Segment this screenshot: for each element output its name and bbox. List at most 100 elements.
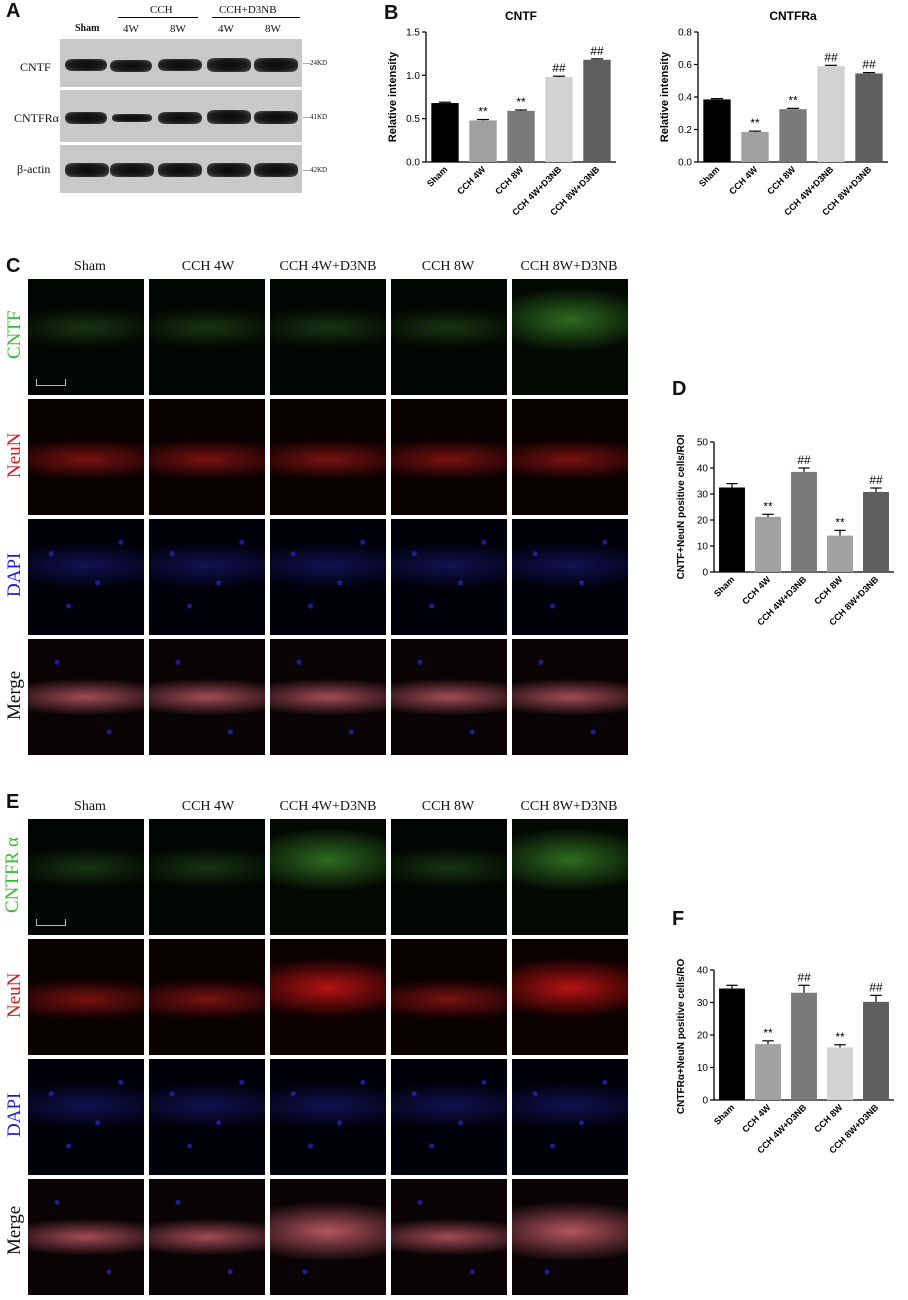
x-category-label: CCH 8W (493, 164, 526, 197)
chart-title: CNTFRa (769, 9, 817, 23)
chart-title: CNTF (505, 9, 537, 23)
micrograph-neun (149, 399, 265, 515)
y-axis-label: Relative intensity (659, 51, 671, 142)
micrograph-neun (512, 399, 628, 515)
micrograph-merge (391, 1179, 507, 1295)
panel-label-c: C (6, 255, 21, 277)
row-label-neun: NeuN (4, 972, 25, 1018)
y-tick-label: 0.8 (678, 28, 692, 39)
row-label-cntf: CNTF (4, 310, 25, 360)
micrograph-merge (149, 1179, 265, 1295)
bar (827, 535, 853, 572)
x-category-label: Sham (712, 574, 736, 598)
column-label: CCH 8W+D3NB (520, 259, 618, 274)
scale-bar (36, 919, 66, 926)
bar (703, 99, 731, 162)
bar (545, 77, 573, 162)
micrograph-cntfra (149, 819, 265, 935)
x-category-label: CCH 4W (455, 164, 488, 197)
x-category-label: Sham (697, 164, 721, 188)
significance-mark: ## (869, 473, 883, 487)
blot-group-sham: Sham (75, 23, 100, 34)
panel-label-d: D (672, 378, 687, 400)
significance-mark: ## (797, 970, 811, 984)
panel-label-a: A (6, 0, 21, 22)
kd-marker: —42KD (303, 166, 328, 174)
row-label-dapi: DAPI (4, 552, 25, 598)
x-category-label: CCH 4W (740, 1102, 773, 1135)
significance-mark: ** (835, 1030, 845, 1044)
micrograph-merge (512, 639, 628, 755)
row-label-cntfra: CNTFR α (2, 837, 23, 913)
blot-strip-actin (60, 145, 302, 193)
significance-mark: ** (478, 105, 488, 119)
panel-label-e: E (6, 791, 20, 813)
y-tick-label: 0.4 (678, 93, 692, 104)
significance-mark: ** (763, 499, 773, 513)
column-label: Sham (74, 799, 106, 814)
y-tick-label: 0 (702, 1096, 708, 1107)
micrograph-neun (512, 939, 628, 1055)
bar (863, 491, 889, 572)
row-label-merge: Merge (4, 1205, 25, 1255)
row-label-neun: NeuN (4, 432, 25, 478)
kd-marker: —24KD (303, 59, 328, 67)
column-label: CCH 8W (421, 799, 475, 814)
bar (791, 471, 817, 572)
micrograph-neun (391, 939, 507, 1055)
y-tick-label: 10 (697, 542, 709, 553)
micrograph-dapi (512, 1059, 628, 1175)
x-category-label: CCH 8W (812, 574, 845, 607)
micrograph-cntfra (512, 819, 628, 935)
micrograph-merge (512, 1179, 628, 1295)
significance-mark: ## (824, 50, 838, 64)
column-label: CCH 4W+D3NB (279, 799, 377, 814)
bar (791, 992, 817, 1100)
micrograph-neun (28, 399, 144, 515)
column-label: CCH 4W (181, 259, 235, 274)
blot-strip-cntf (60, 39, 302, 87)
blot-group-cch: CCH (150, 4, 173, 16)
blot-lane-label: 4W (218, 23, 234, 35)
y-tick-label: 0.6 (678, 60, 692, 71)
significance-mark: ** (788, 93, 798, 107)
y-tick-label: 20 (697, 1031, 709, 1042)
bar (755, 1044, 781, 1100)
bar (755, 516, 781, 572)
y-tick-label: 20 (697, 516, 709, 527)
bar (469, 120, 497, 162)
x-category-label: Sham (425, 164, 449, 188)
micrograph-dapi (149, 1059, 265, 1175)
chart-cntf-intensity: CNTF Relative intensity 0.0 0.5 1.0 1.5 Sham **… (387, 9, 616, 218)
micrograph-dapi (270, 519, 386, 635)
micrograph-dapi (28, 1059, 144, 1175)
x-category-label: CCH 4W (727, 164, 760, 197)
bar (507, 110, 535, 162)
y-tick-label: 0.0 (406, 158, 420, 169)
blot-row-label: CNTF (20, 60, 51, 74)
row-label-merge: Merge (4, 670, 25, 720)
micrograph-neun (149, 939, 265, 1055)
blot-group-cchd3nb: CCH+D3NB (219, 4, 277, 16)
y-tick-label: 40 (697, 966, 709, 977)
column-label: CCH 4W (181, 799, 235, 814)
significance-mark: ** (516, 95, 526, 109)
x-category-label: Sham (712, 1102, 736, 1126)
bar (779, 109, 807, 162)
bar (583, 59, 611, 162)
y-tick-label: 50 (697, 438, 709, 449)
blot-lane-label: 4W (123, 23, 139, 35)
micrograph-neun (28, 939, 144, 1055)
micrograph-dapi (391, 1059, 507, 1175)
micrograph-merge (28, 639, 144, 755)
y-tick-label: 1.5 (406, 28, 420, 39)
column-label: CCH 8W+D3NB (520, 799, 618, 814)
blot-group-line-cch (118, 17, 198, 18)
micrograph-dapi (28, 519, 144, 635)
significance-mark: ## (590, 44, 604, 58)
bar (431, 103, 459, 162)
y-tick-label: 0.0 (678, 158, 692, 169)
micrograph-neun (270, 399, 386, 515)
blot-row-label: β-actin (17, 162, 51, 176)
micrograph-cntf (270, 279, 386, 395)
